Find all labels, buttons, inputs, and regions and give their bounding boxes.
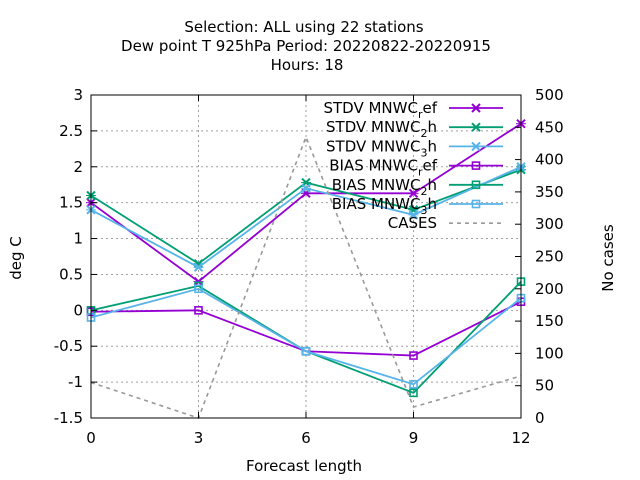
y2-tick-label: 250	[535, 248, 564, 266]
data-point	[409, 351, 418, 360]
data-point	[471, 122, 481, 132]
y-tick-label: 3	[73, 86, 83, 104]
series-line	[90, 134, 522, 419]
y-tick-label: -0.5	[54, 337, 83, 355]
y2-tick-label: 150	[535, 312, 564, 330]
y-tick-label: -1.5	[54, 409, 83, 427]
y2-tick-label: 300	[535, 215, 564, 233]
y2-tick-label: 400	[535, 151, 564, 169]
y2-tick-label: 0	[535, 409, 545, 427]
y-tick-label: 1.5	[59, 194, 83, 212]
y-tick-label: 2.5	[59, 122, 83, 140]
data-point	[194, 284, 203, 294]
data-point	[471, 141, 481, 152]
legend-label: STDV MNWC3h	[326, 137, 437, 159]
data-point	[409, 388, 418, 398]
title-line-2: Dew point T 925hPa Period: 20220822-2022…	[121, 37, 491, 55]
data-point	[409, 379, 418, 389]
legend-label: BIAS MNWC2h	[332, 176, 437, 198]
data-point	[471, 161, 481, 170]
title-line-3: Hours: 18	[271, 56, 344, 74]
y2-tick-label: 50	[535, 377, 554, 395]
series-layer	[86, 119, 526, 419]
series-line	[90, 287, 522, 386]
data-point	[408, 188, 419, 199]
y-tick-label: 0	[73, 301, 83, 319]
chart-title: Selection: ALL using 22 stations Dew poi…	[121, 18, 491, 74]
x-tick-label: 3	[194, 429, 204, 447]
data-point	[471, 103, 481, 113]
x-tick-label: 6	[301, 429, 311, 447]
data-point	[301, 346, 311, 356]
y2-tick-label: 450	[535, 118, 564, 136]
data-point	[301, 183, 311, 194]
y-tick-label: 0.5	[59, 265, 83, 283]
y2-tick-label: 200	[535, 280, 564, 298]
x-tick-label: 0	[86, 429, 96, 447]
legend-label: STDV MNWCref	[323, 99, 437, 121]
data-point	[408, 210, 419, 220]
x-axis-label: Forecast length	[246, 457, 362, 475]
data-point	[471, 199, 481, 209]
y-tick-label: -1	[68, 373, 83, 391]
axes: -1.5 -1 -0.5 0 0.5 1 1.5 2 2.5 3 0 3 6 9 12 0 50 100 150 20…	[54, 86, 564, 447]
legend-entry: BIAS MNWCref	[329, 157, 503, 179]
data-point	[471, 180, 481, 190]
title-line-1: Selection: ALL using 22 stations	[184, 18, 423, 36]
legend-entry: STDV MNWCref	[323, 99, 503, 121]
legend-entry: BIAS MNWC3h	[332, 195, 503, 217]
y2-tick-label: 500	[535, 86, 564, 104]
legend-label: BIAS MNWCref	[329, 157, 437, 179]
x-tick-label: 12	[511, 429, 530, 447]
x-tick-label: 9	[409, 429, 419, 447]
y2-axis-label: No cases	[599, 224, 617, 292]
legend-entry: STDV MNWC2h	[326, 118, 503, 140]
y-axis-label: deg C	[7, 236, 25, 280]
series	[86, 162, 526, 272]
y2-tick-label: 100	[535, 344, 564, 362]
series	[86, 297, 526, 360]
y-tick-label: 1	[73, 230, 83, 248]
legend-entry: STDV MNWC3h	[326, 137, 503, 159]
legend-label: BIAS MNWC3h	[332, 195, 437, 217]
legend-entry: BIAS MNWC2h	[332, 176, 503, 198]
data-point	[194, 306, 203, 315]
legend-entry: CASES	[388, 214, 503, 232]
series	[90, 134, 522, 419]
legend-label: STDV MNWC2h	[326, 118, 437, 140]
y2-tick-label: 350	[535, 183, 564, 201]
grid-lines	[91, 95, 521, 418]
data-point	[193, 262, 204, 272]
data-point	[193, 276, 204, 287]
legend-label: CASES	[388, 214, 437, 232]
y-tick-label: 2	[73, 158, 83, 176]
